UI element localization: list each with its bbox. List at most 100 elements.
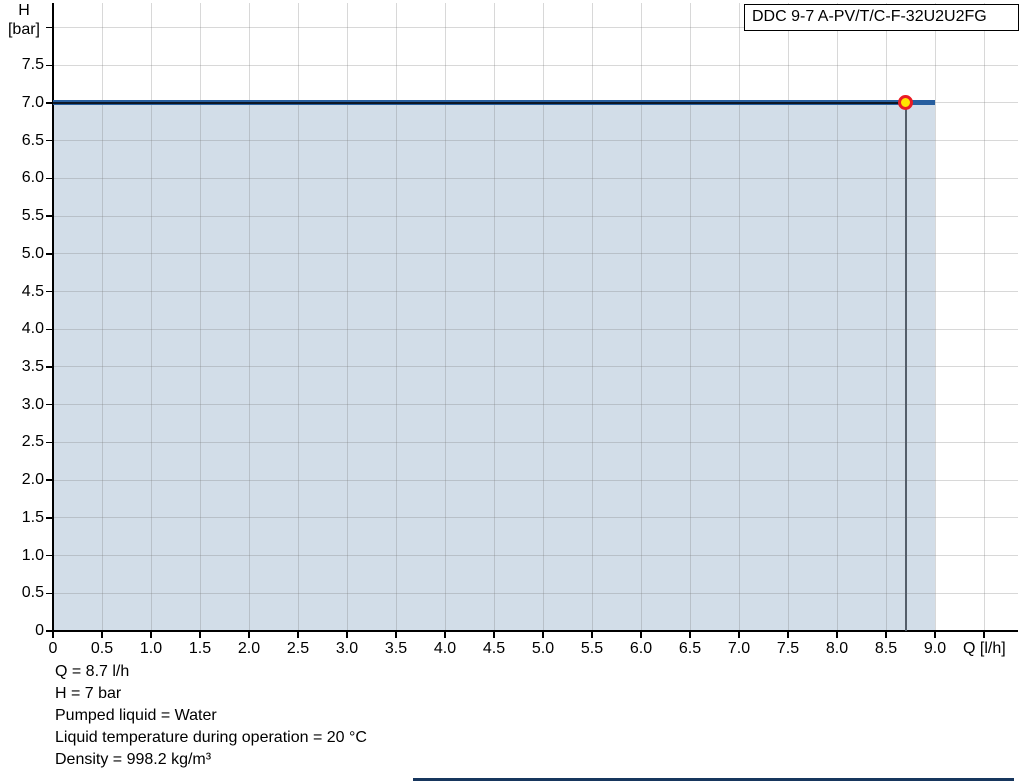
liquid-temperature: Liquid temperature during operation = 20… — [55, 729, 367, 746]
x-tick-label: 8.5 — [874, 640, 898, 657]
x-tick-label: 7.0 — [727, 640, 751, 657]
gridline-vertical — [395, 3, 397, 631]
gridline-vertical — [689, 3, 691, 631]
y-axis-tick — [46, 139, 53, 142]
gridline-horizontal — [53, 64, 1018, 66]
x-axis-tick — [640, 631, 642, 638]
y-axis-tick — [46, 290, 53, 293]
x-tick-label: 0 — [48, 640, 58, 657]
gridline-vertical — [885, 3, 887, 631]
y-tick-label: 1.5 — [21, 508, 44, 526]
gridline-horizontal — [53, 592, 1018, 594]
y-tick-label: 3.5 — [21, 357, 44, 375]
x-tick-label: 6.5 — [678, 640, 702, 657]
y-axis-tick — [46, 517, 53, 519]
y-axis-tick — [46, 102, 53, 104]
gridline-horizontal — [53, 253, 1018, 255]
y-axis-tick — [46, 64, 53, 67]
gridline-horizontal — [53, 479, 1018, 481]
y-tick-label: 1.0 — [21, 546, 44, 564]
gridline-horizontal — [53, 366, 1018, 368]
x-axis-tick — [591, 631, 593, 638]
flow-value: Q = 8.7 l/h — [55, 663, 130, 680]
curve-title-box: DDC 9-7 A-PV/T/C-F-32U2U2FG — [744, 4, 1019, 31]
x-tick-label: 0.5 — [90, 640, 114, 657]
gridline-horizontal — [53, 140, 1018, 142]
gridline-horizontal — [53, 404, 1018, 406]
gridline-vertical — [150, 3, 152, 631]
y-tick-label: 5.5 — [21, 207, 44, 225]
duty-point-marker — [898, 95, 914, 111]
gridline-vertical — [493, 3, 495, 631]
x-axis-tick — [101, 631, 103, 638]
gridline-horizontal — [53, 215, 1018, 217]
y-axis-tick — [46, 630, 53, 632]
y-tick-label: 0 — [35, 622, 44, 639]
y-tick-label: 2.0 — [21, 471, 44, 489]
x-axis-tick — [395, 631, 397, 638]
duty-drop-line — [904, 106, 907, 631]
gridline-vertical — [101, 3, 103, 631]
x-tick-label: 3.0 — [335, 640, 359, 657]
y-tick-label: 7.0 — [21, 93, 44, 111]
y-axis-tick — [46, 215, 53, 217]
x-axis-line — [46, 630, 1018, 632]
gridline-horizontal — [53, 555, 1018, 557]
gridline-vertical — [297, 3, 299, 631]
y-tick-label: 0.5 — [21, 584, 44, 602]
x-axis-tick — [199, 631, 201, 638]
gridline-horizontal — [53, 441, 1018, 443]
pump-model-label: DDC 9-7 A-PV/T/C-F-32U2U2FG — [752, 8, 987, 25]
x-axis-tick — [689, 631, 691, 638]
x-tick-label: 5.5 — [580, 640, 604, 657]
x-axis-tick — [444, 631, 446, 638]
x-axis-tick — [885, 631, 887, 638]
y-axis-tick — [46, 366, 53, 368]
x-tick-label: 2.0 — [237, 640, 261, 657]
x-axis-tick — [150, 631, 152, 638]
x-axis-tick — [787, 631, 789, 638]
x-axis-unit-label: Q [l/h] — [963, 640, 1006, 657]
x-tick-label: 9.0 — [923, 640, 947, 657]
gridline-horizontal — [53, 27, 1018, 29]
y-axis-tick — [46, 328, 53, 331]
x-tick-label: 7.5 — [776, 640, 800, 657]
x-axis-tick — [738, 631, 740, 638]
y-axis-tick — [46, 441, 53, 444]
y-axis-tick — [46, 592, 53, 595]
x-axis-tick — [542, 631, 544, 638]
curve-area-fill — [53, 103, 935, 631]
y-axis-tick — [46, 554, 53, 557]
x-tick-label: 3.5 — [384, 640, 408, 657]
y-tick-label: 5.0 — [21, 244, 44, 262]
head-value: H = 7 bar — [55, 685, 122, 702]
x-axis-tick — [983, 631, 985, 638]
x-axis-tick — [493, 631, 495, 638]
gridline-vertical — [934, 3, 936, 631]
x-tick-label: 5.0 — [531, 640, 555, 657]
gridline-vertical — [836, 3, 838, 631]
gridline-vertical — [787, 3, 789, 631]
y-axis-unit: [bar] — [7, 21, 40, 38]
x-tick-label: 2.5 — [286, 640, 310, 657]
x-axis-tick — [346, 631, 348, 638]
gridline-horizontal — [53, 517, 1018, 519]
x-tick-label: 1.5 — [188, 640, 212, 657]
x-tick-label: 4.5 — [482, 640, 506, 657]
gridline-horizontal — [53, 328, 1018, 330]
y-axis-tick — [46, 253, 53, 255]
x-tick-label: 6.0 — [629, 640, 653, 657]
x-axis-tick — [52, 631, 54, 638]
footer-rule — [413, 778, 1014, 781]
gridline-vertical — [542, 3, 544, 631]
gridline-horizontal — [53, 177, 1018, 179]
x-axis-tick — [248, 631, 250, 638]
gridline-vertical — [640, 3, 642, 631]
x-tick-label: 1.0 — [139, 640, 163, 657]
y-axis-line — [52, 3, 54, 638]
gridline-vertical — [248, 3, 250, 631]
y-tick-label: 6.0 — [21, 169, 44, 187]
gridline-vertical — [738, 3, 740, 631]
y-tick-label: 4.5 — [21, 282, 44, 300]
